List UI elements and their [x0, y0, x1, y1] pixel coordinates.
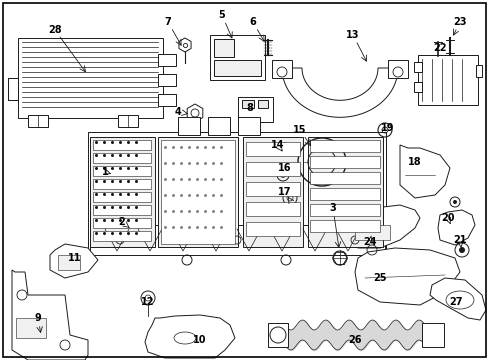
Text: 10: 10 — [193, 335, 206, 345]
Bar — [309, 220, 379, 232]
Bar — [413, 62, 421, 72]
Bar — [158, 74, 176, 86]
Bar — [158, 54, 176, 66]
Text: 4: 4 — [174, 107, 181, 117]
Bar — [8, 78, 18, 100]
Polygon shape — [429, 278, 485, 320]
Polygon shape — [187, 104, 203, 122]
Polygon shape — [354, 248, 459, 305]
Circle shape — [458, 247, 464, 253]
Bar — [413, 82, 421, 92]
Bar — [258, 100, 267, 108]
Bar — [309, 140, 379, 152]
Polygon shape — [145, 315, 235, 358]
Bar — [417, 55, 477, 105]
Bar — [267, 323, 287, 347]
Bar — [354, 225, 389, 240]
Bar — [309, 172, 379, 184]
Text: 8: 8 — [246, 103, 253, 113]
Bar — [93, 140, 151, 150]
Bar — [245, 182, 299, 196]
Bar — [158, 94, 176, 106]
Bar — [90, 137, 155, 247]
Bar — [245, 222, 299, 236]
Text: 3: 3 — [329, 203, 336, 213]
Text: 27: 27 — [448, 297, 462, 307]
Bar — [307, 137, 382, 247]
Bar — [214, 39, 234, 57]
Bar — [245, 142, 299, 156]
Bar — [387, 60, 407, 78]
Bar — [475, 65, 481, 77]
Text: 11: 11 — [68, 253, 81, 263]
Bar — [58, 255, 80, 270]
Bar — [158, 137, 238, 247]
Bar — [93, 218, 151, 228]
Bar — [118, 115, 138, 127]
Text: 18: 18 — [407, 157, 421, 167]
Polygon shape — [179, 38, 191, 52]
Text: 5: 5 — [218, 10, 225, 20]
Bar — [18, 38, 163, 118]
Text: 2: 2 — [119, 217, 125, 227]
Bar — [271, 60, 291, 78]
Bar — [214, 60, 261, 76]
Bar — [16, 318, 46, 338]
Bar — [309, 204, 379, 216]
Bar — [207, 117, 229, 135]
Text: 22: 22 — [432, 43, 446, 53]
Bar — [245, 202, 299, 216]
Polygon shape — [282, 68, 397, 117]
Bar — [209, 35, 264, 80]
Bar — [421, 323, 443, 347]
Bar — [93, 231, 151, 241]
Text: 25: 25 — [372, 273, 386, 283]
Bar — [93, 179, 151, 189]
Bar — [90, 225, 384, 255]
Bar — [311, 147, 362, 198]
Text: 20: 20 — [440, 213, 454, 223]
Polygon shape — [50, 244, 98, 278]
Bar — [245, 162, 299, 176]
Bar — [238, 97, 272, 122]
Polygon shape — [12, 270, 88, 360]
Circle shape — [316, 157, 326, 167]
Text: 7: 7 — [164, 17, 171, 27]
Bar — [309, 156, 379, 168]
Text: 26: 26 — [347, 335, 361, 345]
Text: 6: 6 — [249, 17, 256, 27]
Text: 16: 16 — [278, 163, 291, 173]
Bar — [93, 205, 151, 215]
Bar — [243, 137, 303, 247]
Circle shape — [452, 200, 456, 204]
Polygon shape — [347, 205, 419, 248]
Text: 9: 9 — [35, 313, 41, 323]
Bar — [161, 140, 235, 244]
Bar — [93, 153, 151, 163]
Bar — [28, 115, 48, 127]
Bar — [238, 117, 260, 135]
Polygon shape — [399, 145, 449, 198]
Text: 19: 19 — [381, 123, 394, 133]
Bar — [309, 188, 379, 200]
Text: 17: 17 — [278, 187, 291, 197]
Bar — [309, 145, 364, 200]
Text: 21: 21 — [452, 235, 466, 245]
Text: 13: 13 — [346, 30, 359, 40]
Bar — [88, 132, 385, 252]
Text: 12: 12 — [141, 297, 154, 307]
Text: 1: 1 — [102, 167, 108, 177]
Bar — [93, 166, 151, 176]
Circle shape — [283, 146, 286, 150]
Bar — [178, 117, 200, 135]
Bar — [93, 192, 151, 202]
Polygon shape — [437, 210, 474, 245]
Text: 14: 14 — [271, 140, 284, 150]
Text: 23: 23 — [452, 17, 466, 27]
Bar — [242, 100, 253, 108]
Text: 28: 28 — [48, 25, 61, 35]
Text: 15: 15 — [293, 125, 306, 135]
Text: 24: 24 — [363, 237, 376, 247]
